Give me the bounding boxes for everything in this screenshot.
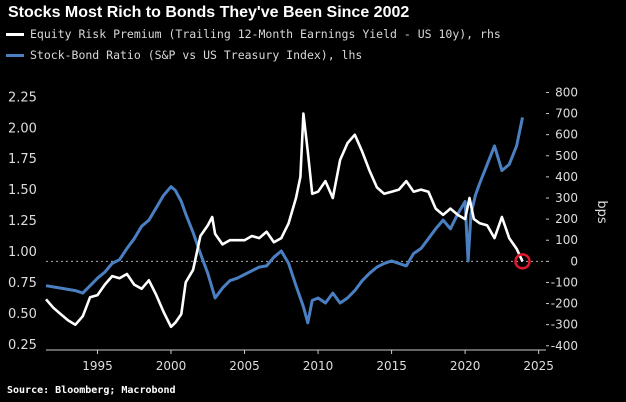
source-note: Source: Bloomberg; Macrobond bbox=[7, 385, 176, 396]
left-tick-label: 0.25 bbox=[8, 338, 37, 353]
left-tick-label: 2.25 bbox=[8, 90, 37, 105]
right-tick-label: 800 bbox=[555, 85, 578, 99]
right-tick-label: -300 bbox=[551, 318, 578, 332]
x-tick-label: 2025 bbox=[523, 359, 554, 373]
series-line-stock-bond-ratio bbox=[45, 117, 524, 325]
right-tick-label: -200 bbox=[551, 297, 578, 311]
x-tick-label: 2000 bbox=[156, 359, 187, 373]
right-tick-label: 300 bbox=[555, 191, 578, 205]
x-tick-label: 1995 bbox=[82, 359, 113, 373]
right-tick-label: 600 bbox=[555, 128, 578, 142]
right-tick-label: -100 bbox=[551, 275, 578, 289]
right-axis-title: bps bbox=[594, 200, 609, 224]
left-tick-label: 1.25 bbox=[8, 214, 37, 229]
highlight-marker bbox=[514, 253, 531, 270]
legend-label-stock-bond-ratio: Stock-Bond Ratio (S&P vs US Treasury Ind… bbox=[30, 48, 363, 62]
right-tick-label: 500 bbox=[555, 149, 578, 163]
left-tick-label: 1.00 bbox=[8, 245, 37, 260]
right-tick-label: 700 bbox=[555, 107, 578, 121]
right-tick-label: -400 bbox=[551, 339, 578, 353]
left-tick-label: 1.50 bbox=[8, 183, 37, 198]
x-tick-label: 2020 bbox=[450, 359, 481, 373]
legend-entry-stock-bond-ratio: Stock-Bond Ratio (S&P vs US Treasury Ind… bbox=[6, 47, 362, 63]
legend-label-erp: Equity Risk Premium (Trailing 12-Month E… bbox=[30, 27, 501, 41]
legend-swatch-stock-bond-ratio bbox=[6, 53, 24, 57]
right-tick-label: 400 bbox=[555, 170, 578, 184]
right-tick-label: 200 bbox=[555, 212, 578, 226]
left-tick-label: 0.50 bbox=[8, 307, 37, 322]
left-tick-label: 1.75 bbox=[8, 152, 37, 167]
legend-entry-erp: Equity Risk Premium (Trailing 12-Month E… bbox=[6, 26, 501, 42]
left-tick-label: 0.75 bbox=[8, 276, 37, 291]
x-tick-label: 2015 bbox=[376, 359, 407, 373]
series-line-erp bbox=[45, 112, 524, 329]
x-tick-label: 2010 bbox=[303, 359, 334, 373]
right-tick-label: 0 bbox=[570, 254, 578, 268]
right-tick-label: 100 bbox=[555, 233, 578, 247]
left-tick-label: 2.00 bbox=[8, 121, 37, 136]
chart-title: Stocks Most Rich to Bonds They've Been S… bbox=[8, 4, 410, 21]
x-tick-label: 2005 bbox=[229, 359, 260, 373]
legend-swatch-erp bbox=[6, 32, 24, 36]
